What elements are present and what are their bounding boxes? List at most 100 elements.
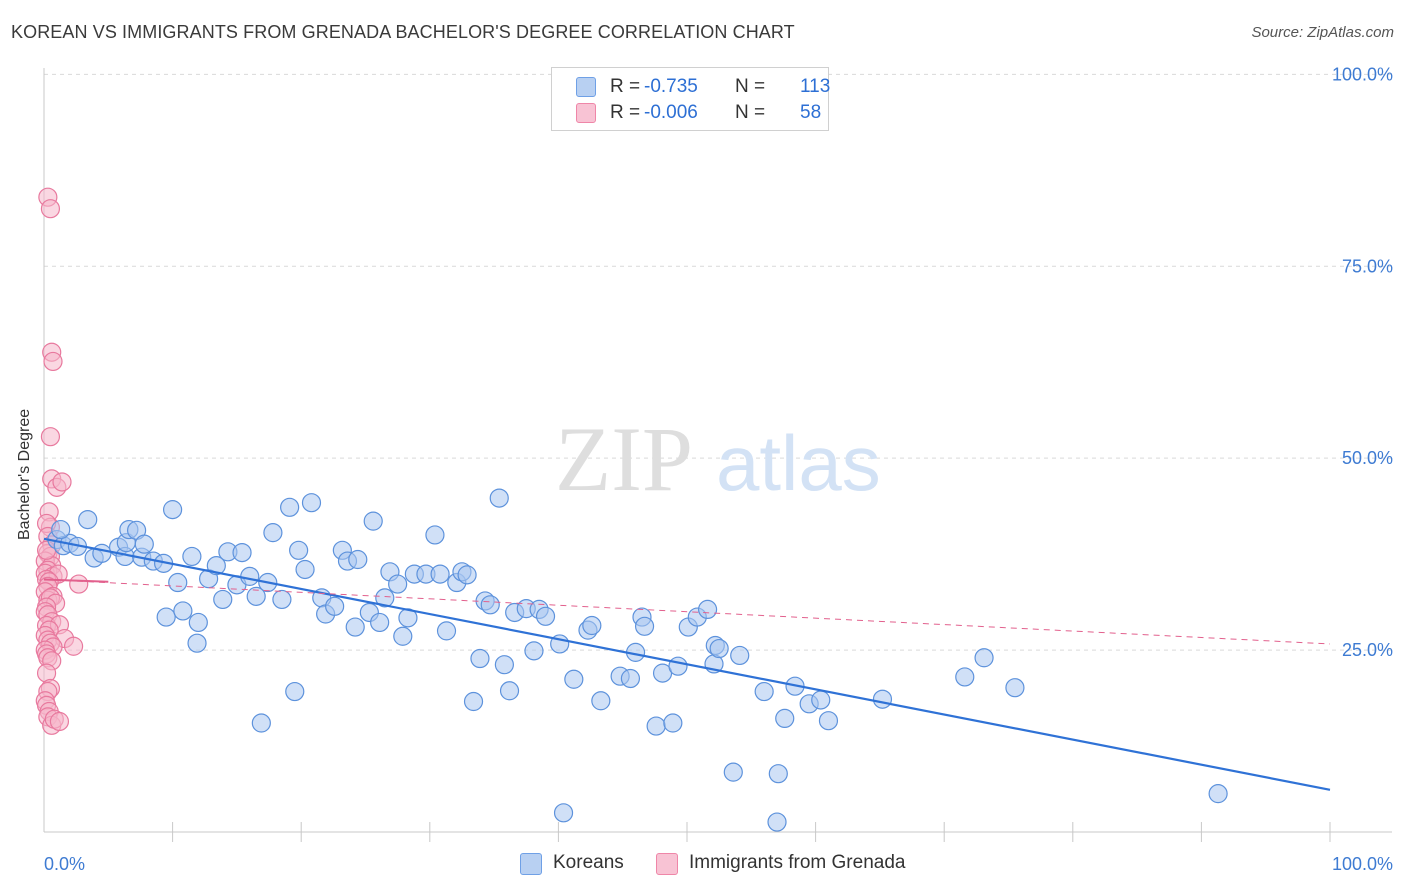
legend-swatch-grenada <box>576 103 596 123</box>
chart-title: KOREAN VS IMMIGRANTS FROM GRENADA BACHEL… <box>11 22 795 42</box>
korean-point <box>285 681 305 702</box>
korean-point <box>499 681 520 701</box>
x-tick-labels: 0.0% 100.0% <box>44 854 1393 874</box>
korean-point <box>634 616 655 636</box>
korean-point <box>363 511 383 531</box>
korean-point <box>251 713 271 733</box>
korean-point <box>301 493 322 513</box>
stats-legend: R = -0.735 N = 113 R = -0.006 N = 58 <box>551 67 831 131</box>
korean-point <box>246 586 266 606</box>
korean-point <box>457 565 477 585</box>
x-axis-ticks <box>172 822 1331 842</box>
korean-point <box>78 509 98 530</box>
legend-n-label: N = <box>735 102 766 123</box>
korean-point <box>470 648 490 669</box>
grenada-point <box>69 574 89 594</box>
korean-point <box>723 762 743 782</box>
korean-point <box>51 519 71 540</box>
watermark: ZIP atlas <box>555 408 881 510</box>
korean-point <box>489 488 509 508</box>
legend-r-label: R = <box>610 76 641 97</box>
korean-point <box>494 655 514 675</box>
korean-point <box>730 645 750 666</box>
korean-point <box>564 669 584 689</box>
korean-point <box>232 542 252 563</box>
grenada-point <box>43 351 63 372</box>
korean-point <box>280 497 300 517</box>
bottom-legend-swatch-grenada <box>656 853 678 875</box>
korean-point <box>775 708 795 729</box>
korean-point <box>92 543 112 563</box>
x-tick-label: 100.0% <box>1332 854 1393 874</box>
korean-point <box>553 803 574 823</box>
bottom-legend-label-koreans: Koreans <box>553 852 624 873</box>
korean-point <box>535 606 556 626</box>
y-tick-label: 100.0% <box>1332 64 1393 84</box>
legend-n-value: 58 <box>800 102 822 123</box>
korean-point <box>436 621 457 641</box>
bottom-legend-swatch-koreans <box>520 853 542 875</box>
grenada-point <box>49 711 70 732</box>
korean-point <box>375 588 395 608</box>
korean-point <box>663 713 683 733</box>
grenada-point <box>40 427 61 447</box>
korean-point <box>188 612 208 633</box>
korean-point <box>646 716 666 736</box>
korean-point <box>240 566 260 586</box>
korean-point <box>811 690 831 710</box>
korean-point <box>524 641 544 661</box>
korean-point <box>425 525 445 545</box>
korean-point <box>620 668 641 689</box>
korean-point <box>156 607 176 627</box>
korean-point <box>134 534 154 554</box>
korean-point <box>289 540 309 560</box>
korean-point <box>754 681 774 702</box>
korean-point <box>872 689 893 709</box>
legend-r-value: -0.735 <box>644 76 698 97</box>
y-axis-label: Bachelor's Degree <box>16 408 33 540</box>
grenada-points <box>35 187 89 735</box>
watermark-atlas: atlas <box>716 419 881 507</box>
y-tick-label: 75.0% <box>1342 256 1393 276</box>
legend-swatch-koreans <box>576 77 596 97</box>
korean-point <box>697 599 718 620</box>
korean-point <box>173 601 193 621</box>
korean-point <box>818 711 839 731</box>
korean-point <box>388 574 408 594</box>
korean-point <box>345 617 365 637</box>
korean-point <box>263 523 283 543</box>
grenada-point <box>63 636 84 656</box>
korean-point <box>1005 678 1025 698</box>
korean-point <box>163 500 183 520</box>
korean-point <box>767 812 787 832</box>
source-label: Source: ZipAtlas.com <box>1251 24 1394 41</box>
x-tick-label: 0.0% <box>44 854 85 874</box>
korean-point <box>668 656 688 676</box>
koreans-trend-line <box>43 537 1331 791</box>
korean-point <box>370 612 390 633</box>
korean-point <box>187 633 207 653</box>
grenada-trend-dashed <box>43 578 1331 645</box>
korean-point <box>295 559 315 580</box>
grenada-point <box>52 472 72 492</box>
korean-point <box>206 556 226 576</box>
legend-r-label: R = <box>610 102 641 123</box>
legend-r-value: -0.006 <box>644 102 698 123</box>
korean-point <box>325 596 345 616</box>
trend-lines <box>43 537 1331 791</box>
korean-point <box>955 667 975 687</box>
korean-point <box>430 564 450 584</box>
watermark-zip: ZIP <box>555 408 693 510</box>
legend-n-value: 113 <box>800 76 831 97</box>
korean-point <box>974 648 994 668</box>
koreans-points <box>47 488 1228 832</box>
bottom-legend-label-grenada: Immigrants from Grenada <box>689 852 906 873</box>
grenada-trend-solid <box>43 578 109 583</box>
korean-point <box>1208 784 1228 804</box>
korean-point <box>272 589 292 610</box>
korean-point <box>582 615 602 636</box>
korean-point <box>348 549 368 570</box>
korean-point <box>768 764 788 784</box>
korean-point <box>480 595 500 615</box>
